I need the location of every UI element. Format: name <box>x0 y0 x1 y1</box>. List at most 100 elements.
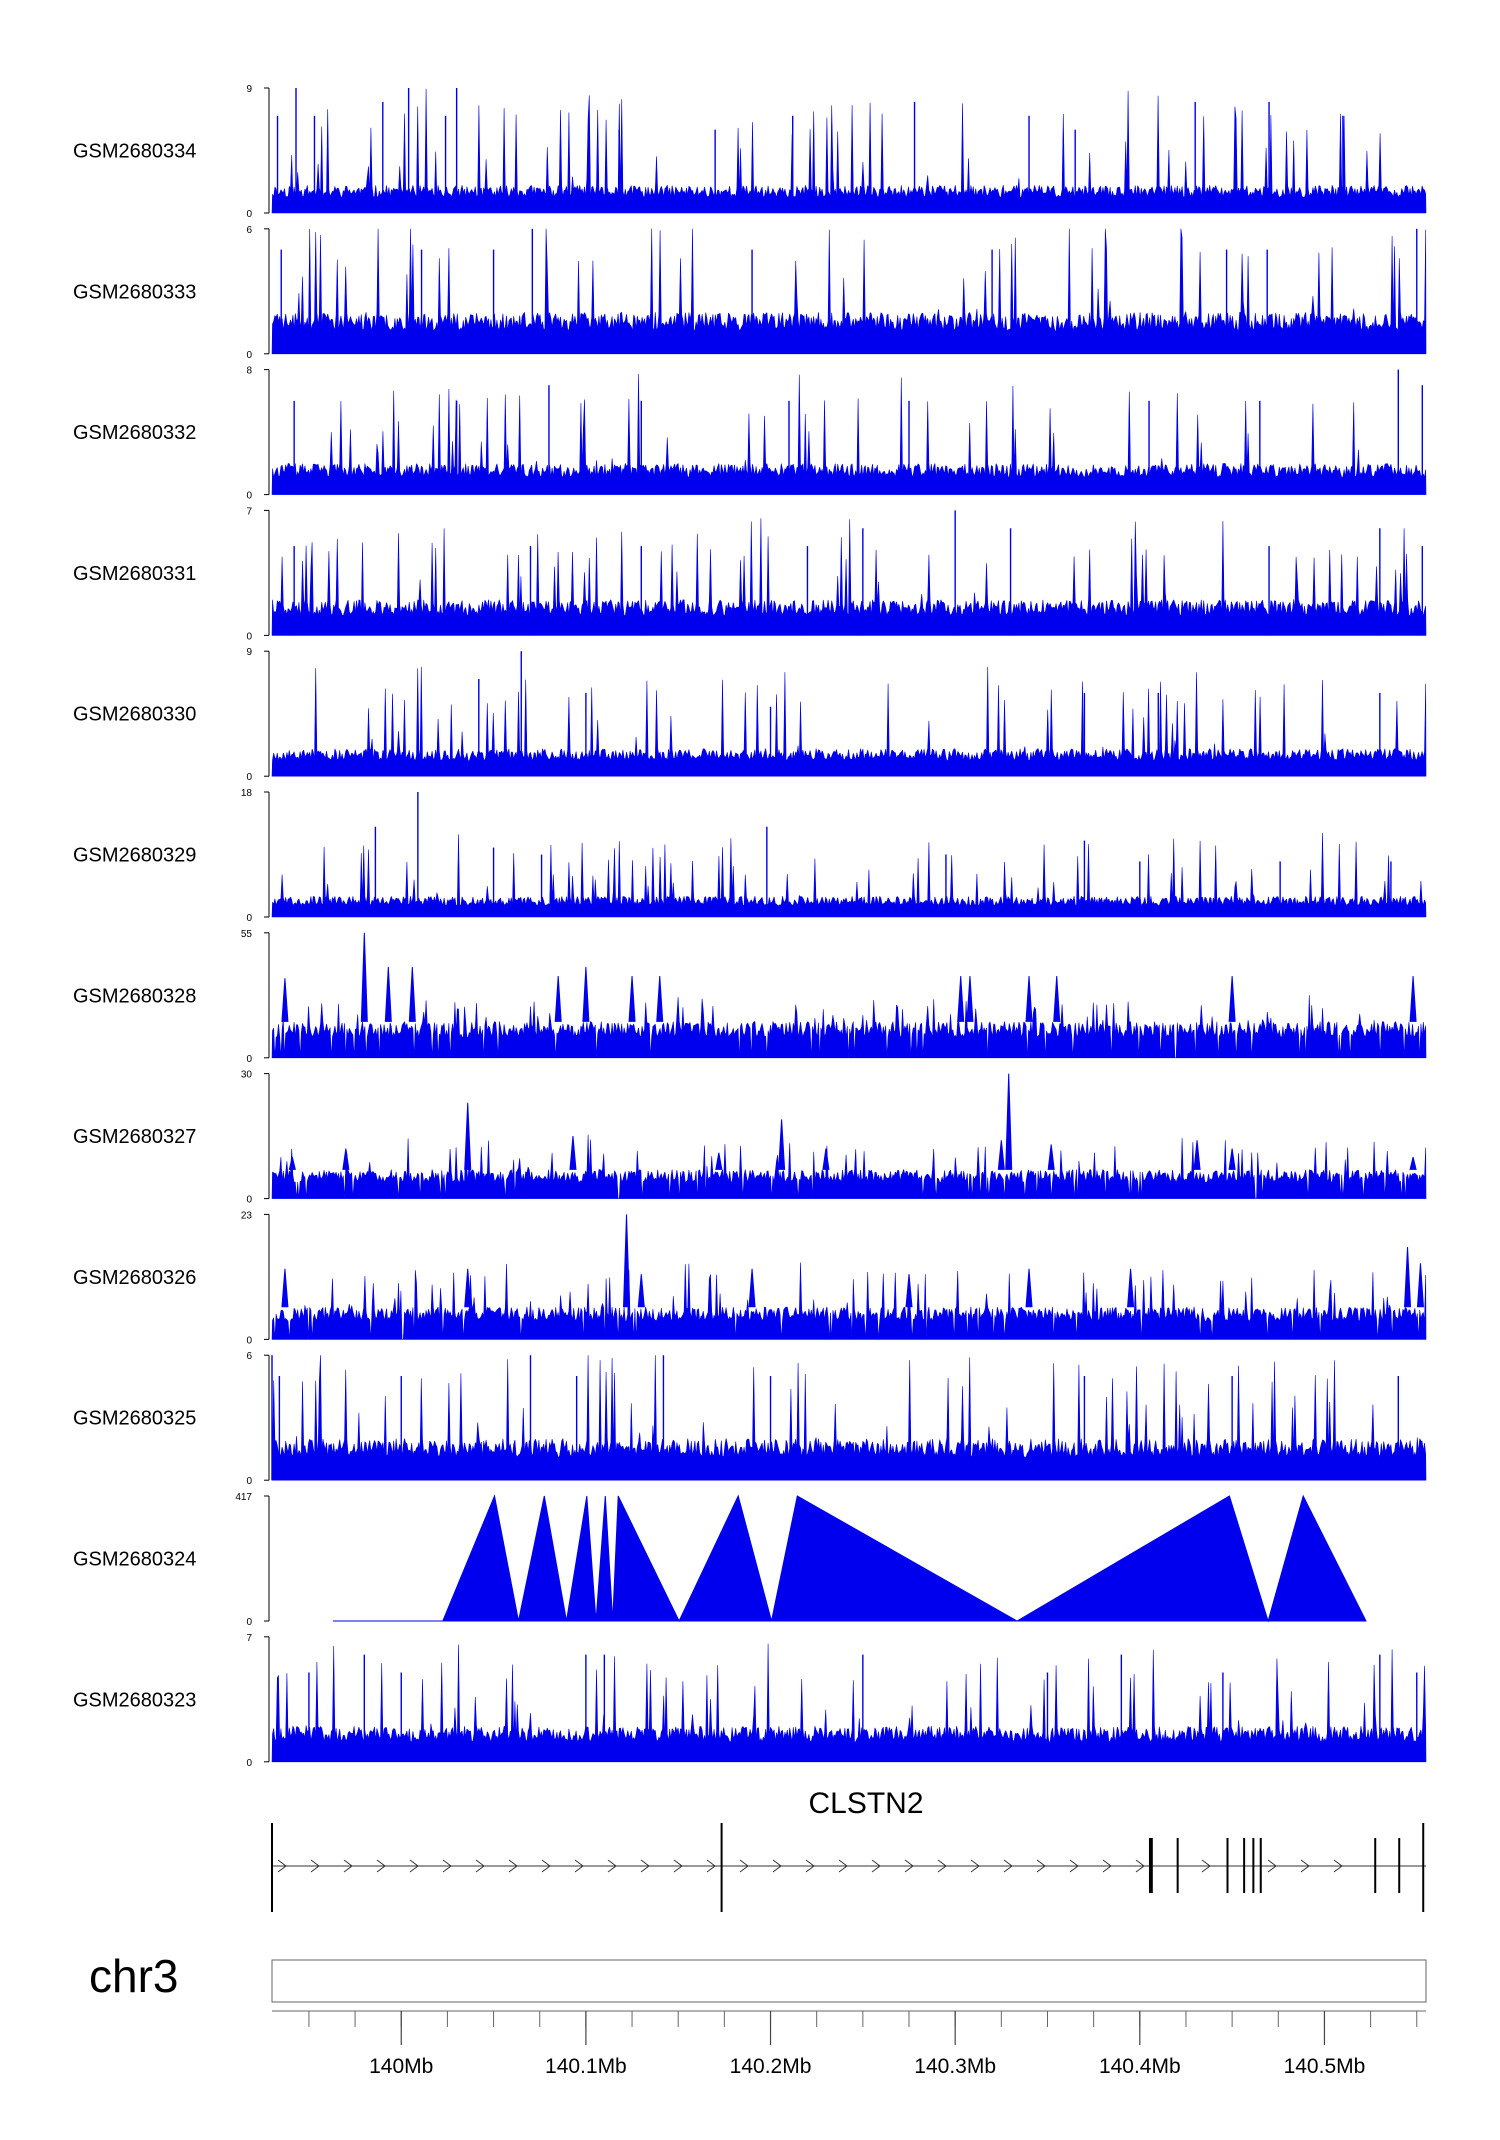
coverage-peak <box>1228 1148 1236 1170</box>
track-label: GSM2680324 <box>73 1549 196 1571</box>
track-label: GSM2680326 <box>73 1267 196 1289</box>
coverage-peak <box>656 975 664 1022</box>
coverage-signal <box>271 1643 1427 1763</box>
y-axis-max-label: 55 <box>241 929 253 940</box>
coverage-signal <box>271 995 1427 1059</box>
strand-arrow <box>772 1859 782 1873</box>
strand-arrow <box>1333 1859 1343 1873</box>
strand-arrow <box>1036 1859 1046 1873</box>
coverage-peak <box>464 1102 472 1170</box>
strand-arrow <box>805 1859 815 1873</box>
y-axis-max-label: 18 <box>241 788 253 799</box>
y-axis-min-label: 0 <box>246 1054 252 1065</box>
strand-arrow <box>541 1859 551 1873</box>
coverage-peak <box>1025 975 1033 1022</box>
coverage-peak <box>966 975 974 1022</box>
track-label: GSM2680330 <box>73 704 196 726</box>
strand-arrow <box>1267 1859 1277 1873</box>
coverage-peak <box>1228 975 1236 1022</box>
track-GSM2680327: GSM2680327 30 0 <box>73 1070 1427 1206</box>
y-axis-min-label: 0 <box>246 913 252 924</box>
track-GSM2680330: GSM2680330 9 0 <box>73 647 1427 783</box>
coverage-peak <box>1409 975 1417 1022</box>
genome-tick-label: 140.4Mb <box>1099 2055 1181 2078</box>
track-label: GSM2680333 <box>73 281 196 303</box>
coverage-peak <box>288 1156 296 1170</box>
coverage-peak <box>1127 1268 1135 1308</box>
strand-arrow <box>442 1859 452 1873</box>
coverage-peak <box>622 1214 631 1308</box>
coverage-peak <box>569 1136 577 1170</box>
coverage-signal <box>271 518 1427 636</box>
y-axis-max-label: 8 <box>246 366 252 377</box>
genome-tick-label: 140.1Mb <box>545 2055 627 2078</box>
y-axis-max-label: 30 <box>241 1070 253 1081</box>
strand-arrow <box>640 1859 650 1873</box>
coverage-peak <box>1053 975 1061 1022</box>
genome-tick-label: 140.2Mb <box>730 2055 812 2078</box>
strand-arrow <box>838 1859 848 1873</box>
strand-arrow <box>871 1859 881 1873</box>
coverage-peak <box>281 1268 289 1308</box>
coverage-signal <box>271 666 1427 777</box>
y-axis-max-label: 7 <box>246 506 252 517</box>
coverage-peak <box>637 1274 645 1308</box>
y-axis-max-label: 6 <box>246 225 252 236</box>
coverage-signal <box>271 373 1427 495</box>
strand-arrow <box>739 1859 749 1873</box>
coverage-peak <box>822 1148 830 1170</box>
coverage-peak <box>342 1148 350 1170</box>
strand-arrow <box>1069 1859 1079 1873</box>
y-axis-min-label: 0 <box>246 491 252 502</box>
track-label: GSM2680327 <box>73 1126 196 1148</box>
track-GSM2680331: GSM2680331 7 0 <box>73 506 1427 642</box>
coverage-peak <box>1409 1156 1417 1170</box>
strand-arrow <box>706 1859 716 1873</box>
coverage-peak <box>464 1268 472 1308</box>
y-axis-max-label: 9 <box>246 647 252 658</box>
strand-arrow <box>937 1859 947 1873</box>
coverage-peak <box>1404 1246 1412 1308</box>
strand-arrow <box>1135 1859 1145 1873</box>
strand-arrow <box>508 1859 518 1873</box>
y-axis-min-label: 0 <box>246 772 252 783</box>
track-GSM2680334: GSM2680334 9 0 <box>73 84 1427 220</box>
track-label: GSM2680328 <box>73 985 196 1007</box>
strand-arrow <box>343 1859 353 1873</box>
genome-tick-label: 140Mb <box>369 2055 433 2078</box>
coverage-peak <box>408 966 416 1022</box>
coverage-peak <box>582 966 590 1022</box>
y-axis-max-label: 6 <box>246 1351 252 1362</box>
genome-tick-label: 140.5Mb <box>1284 2055 1366 2078</box>
strand-arrow <box>970 1859 980 1873</box>
y-axis-max-label: 9 <box>246 84 252 95</box>
y-axis-min-label: 0 <box>246 350 252 361</box>
coverage-peak <box>1025 1268 1033 1308</box>
coverage-peak <box>1416 1263 1424 1308</box>
strand-arrow <box>904 1859 914 1873</box>
coverage-peak <box>905 1274 913 1308</box>
track-label: GSM2680329 <box>73 845 196 867</box>
track-label: GSM2680331 <box>73 563 196 585</box>
coverage-peak <box>997 1140 1005 1170</box>
y-axis-min-label: 0 <box>246 1617 252 1628</box>
coverage-peak <box>628 975 636 1022</box>
strand-arrow <box>607 1859 617 1873</box>
coverage-peak <box>1047 1144 1055 1170</box>
track-label: GSM2680334 <box>73 141 196 163</box>
coverage-peak <box>715 1152 723 1170</box>
y-axis-min-label: 0 <box>246 1195 252 1206</box>
track-GSM2680333: GSM2680333 6 0 <box>73 225 1427 361</box>
strand-arrow <box>1300 1859 1310 1873</box>
y-axis-max-label: 23 <box>241 1210 253 1221</box>
track-GSM2680329: GSM2680329 18 0 <box>73 788 1427 924</box>
track-GSM2680324: GSM2680324 417 0 <box>73 1492 1367 1628</box>
coverage-peak <box>1005 1073 1013 1170</box>
coverage-signal <box>271 1355 1427 1481</box>
track-GSM2680326: GSM2680326 23 0 <box>73 1210 1427 1346</box>
track-GSM2680323: GSM2680323 7 0 <box>73 1633 1427 1769</box>
strand-arrow <box>1003 1859 1013 1873</box>
chromosome-band <box>271 1959 1427 2003</box>
strand-arrow <box>310 1859 320 1873</box>
